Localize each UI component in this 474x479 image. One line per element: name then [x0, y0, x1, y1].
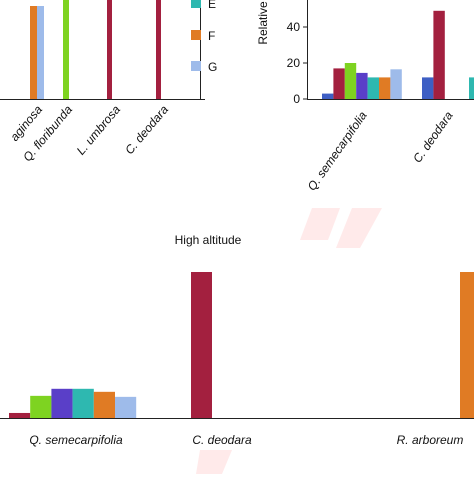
x-tick-label: C. deodara: [192, 433, 252, 447]
y-axis-label: Relative: [256, 1, 270, 45]
bar: [460, 272, 474, 418]
legend-label: F: [208, 29, 215, 43]
chart-title: High altitude: [175, 233, 242, 247]
y-tick-label: 20: [287, 56, 301, 70]
bar: [390, 69, 402, 99]
x-tick-labels: Q. semecarpifolia C. deodara R. arboreum: [29, 433, 463, 447]
x-tick-label: Q. semecarpifolia: [29, 433, 123, 447]
bar: [9, 412, 31, 418]
bar: [379, 77, 391, 99]
x-tick-label: Q. semecarpifolia: [305, 108, 370, 193]
bar: [322, 93, 334, 99]
x-tick-label: C. deodara: [410, 108, 456, 165]
bar: [63, 0, 69, 100]
bar: [333, 68, 345, 99]
bar: [107, 0, 112, 100]
bar: [344, 63, 357, 99]
bar: [433, 10, 445, 99]
legend-swatch: [191, 61, 201, 71]
chart-panel-bottom: High altitude Q. semecarpifolia C. deodar…: [0, 233, 474, 447]
watermark-shape: [336, 208, 382, 248]
bar: [115, 396, 137, 418]
bar-group: [9, 272, 474, 418]
legend: E F G: [191, 0, 217, 74]
bar: [93, 391, 115, 418]
bar: [51, 388, 73, 418]
bar: [422, 77, 434, 99]
x-tick-label: C. deodara: [122, 102, 171, 157]
legend-swatch: [191, 30, 201, 40]
bar: [72, 388, 94, 418]
watermark-shape: [300, 208, 340, 240]
bar: [30, 395, 52, 418]
x-tick-label: R. arboreum: [397, 433, 464, 447]
bar: [367, 77, 379, 99]
watermark-shape: [196, 450, 232, 474]
bar: [37, 6, 44, 99]
bar: [156, 0, 161, 100]
chart-panel-top-right: 0 20 40 Relative Q. semecarpifolia C. deoda…: [256, 0, 474, 193]
bar-group: [30, 0, 161, 100]
legend-swatch: [191, 0, 201, 8]
bar: [30, 6, 37, 99]
legend-label: G: [208, 60, 217, 74]
bar: [469, 77, 474, 99]
y-tick-label: 0: [293, 92, 300, 106]
x-tick-labels: Q. semecarpifolia C. deodara: [305, 108, 456, 193]
x-tick-label: L. umbrosa: [74, 102, 124, 157]
bar: [191, 272, 212, 418]
bar: [356, 72, 368, 99]
y-tick-labels: 0 20 40: [287, 20, 307, 106]
y-tick-label: 40: [287, 20, 301, 34]
bar-group: [322, 10, 474, 99]
legend-label: E: [208, 0, 216, 11]
